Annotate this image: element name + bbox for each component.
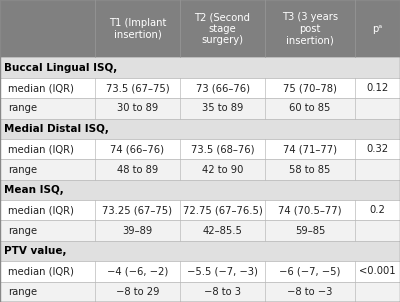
Text: 74 (71–77): 74 (71–77) xyxy=(283,144,337,154)
Text: 72.75 (67–76.5): 72.75 (67–76.5) xyxy=(183,205,262,215)
Text: 0.2: 0.2 xyxy=(370,205,386,215)
Bar xyxy=(0,261,400,282)
Text: T2 (Second
stage
surgery): T2 (Second stage surgery) xyxy=(194,12,250,45)
Text: Medial Distal ISQ,: Medial Distal ISQ, xyxy=(4,124,109,134)
Text: 60 to 85: 60 to 85 xyxy=(289,103,331,113)
Bar xyxy=(0,159,400,180)
Text: median (IQR): median (IQR) xyxy=(8,144,74,154)
Text: pᵃ: pᵃ xyxy=(372,24,383,34)
Text: 73.5 (68–76): 73.5 (68–76) xyxy=(191,144,254,154)
Text: T1 (Implant
insertion): T1 (Implant insertion) xyxy=(109,18,166,40)
Text: 0.32: 0.32 xyxy=(366,144,388,154)
Bar xyxy=(0,180,400,200)
Text: 73.5 (67–75): 73.5 (67–75) xyxy=(106,83,169,93)
Text: median (IQR): median (IQR) xyxy=(8,266,74,276)
Text: 48 to 89: 48 to 89 xyxy=(117,165,158,175)
Text: 58 to 85: 58 to 85 xyxy=(289,165,331,175)
Bar xyxy=(0,119,400,139)
Text: 73.25 (67–75): 73.25 (67–75) xyxy=(102,205,172,215)
Text: −8 to −3: −8 to −3 xyxy=(287,287,333,297)
Text: −6 (−7, −5): −6 (−7, −5) xyxy=(279,266,341,276)
Text: 74 (70.5–77): 74 (70.5–77) xyxy=(278,205,342,215)
Text: 74 (66–76): 74 (66–76) xyxy=(110,144,164,154)
Text: −8 to 3: −8 to 3 xyxy=(204,287,241,297)
Text: Buccal Lingual ISQ,: Buccal Lingual ISQ, xyxy=(4,63,117,72)
Text: median (IQR): median (IQR) xyxy=(8,83,74,93)
Text: 42–85.5: 42–85.5 xyxy=(202,226,242,236)
Bar xyxy=(0,139,400,159)
Text: range: range xyxy=(8,103,37,113)
Text: 42 to 90: 42 to 90 xyxy=(202,165,243,175)
Text: median (IQR): median (IQR) xyxy=(8,205,74,215)
Text: range: range xyxy=(8,165,37,175)
Text: PTV value,: PTV value, xyxy=(4,246,66,256)
Bar xyxy=(0,200,400,220)
Bar xyxy=(0,0,400,57)
Text: 0.12: 0.12 xyxy=(366,83,389,93)
Text: 39–89: 39–89 xyxy=(122,226,153,236)
Text: T3 (3 years
post
insertion): T3 (3 years post insertion) xyxy=(282,12,338,45)
Text: range: range xyxy=(8,226,37,236)
Text: −4 (−6, −2): −4 (−6, −2) xyxy=(107,266,168,276)
Bar xyxy=(0,98,400,119)
Text: range: range xyxy=(8,287,37,297)
Text: 59–85: 59–85 xyxy=(295,226,325,236)
Text: <0.001: <0.001 xyxy=(359,266,396,276)
Text: Mean ISQ,: Mean ISQ, xyxy=(4,185,64,195)
Text: 35 to 89: 35 to 89 xyxy=(202,103,243,113)
Bar xyxy=(0,78,400,98)
Text: −5.5 (−7, −3): −5.5 (−7, −3) xyxy=(187,266,258,276)
Bar xyxy=(0,282,400,302)
Text: 73 (66–76): 73 (66–76) xyxy=(196,83,250,93)
Bar xyxy=(0,57,400,78)
Text: 75 (70–78): 75 (70–78) xyxy=(283,83,337,93)
Bar xyxy=(0,220,400,241)
Text: 30 to 89: 30 to 89 xyxy=(117,103,158,113)
Bar xyxy=(0,241,400,261)
Text: −8 to 29: −8 to 29 xyxy=(116,287,159,297)
